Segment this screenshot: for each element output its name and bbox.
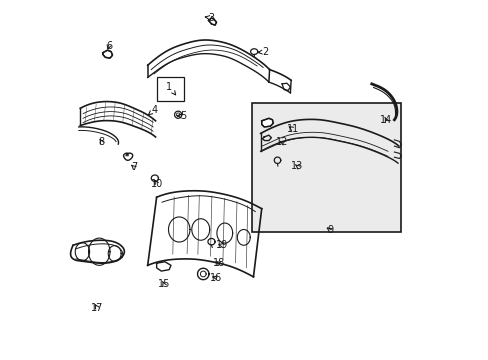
Text: 3: 3 xyxy=(205,13,214,23)
Polygon shape xyxy=(102,50,112,58)
Text: 4: 4 xyxy=(148,105,157,115)
Text: 14: 14 xyxy=(379,115,391,125)
Text: 13: 13 xyxy=(291,161,303,171)
Text: 18: 18 xyxy=(212,258,224,268)
Bar xyxy=(252,103,400,232)
Bar xyxy=(156,77,183,101)
Text: 17: 17 xyxy=(91,303,103,314)
Text: 1: 1 xyxy=(166,82,175,95)
Text: 11: 11 xyxy=(286,124,299,134)
Text: 9: 9 xyxy=(326,225,333,235)
Text: 2: 2 xyxy=(258,46,268,57)
Text: 8: 8 xyxy=(99,138,104,147)
Text: 6: 6 xyxy=(106,41,112,50)
Text: 7: 7 xyxy=(131,162,137,172)
Text: 12: 12 xyxy=(275,138,288,147)
Text: 10: 10 xyxy=(150,179,163,189)
Polygon shape xyxy=(208,18,216,25)
Text: 19: 19 xyxy=(216,240,228,250)
Polygon shape xyxy=(261,118,273,127)
Text: 5: 5 xyxy=(177,111,186,121)
Text: 16: 16 xyxy=(209,273,222,283)
Text: 15: 15 xyxy=(157,279,170,289)
